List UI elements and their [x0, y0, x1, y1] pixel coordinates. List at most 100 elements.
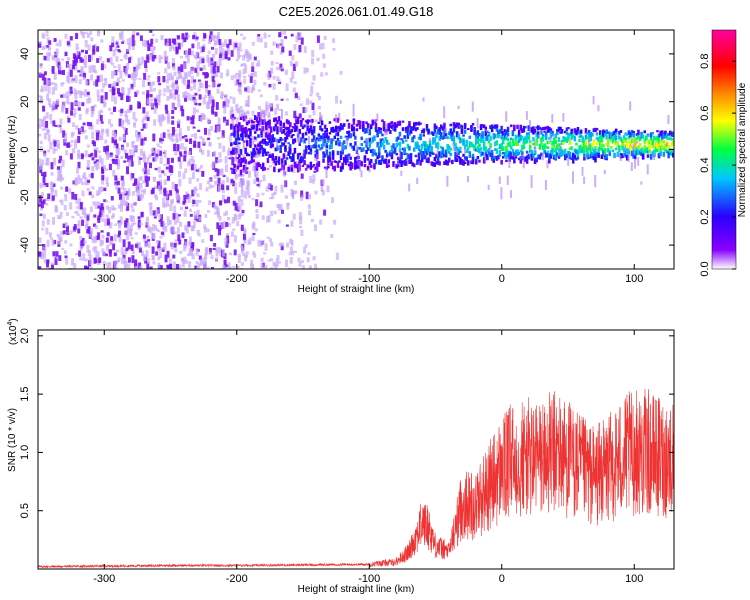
heatmap-cell — [522, 125, 526, 129]
heatmap-cell — [166, 256, 170, 259]
heatmap-cell — [113, 145, 117, 148]
heatmap-cell — [621, 142, 624, 146]
heatmap-cell — [208, 184, 212, 189]
heatmap-cell — [162, 93, 166, 96]
heatmap-cell — [320, 143, 324, 147]
heatmap-cell — [473, 130, 476, 136]
heatmap-cell — [500, 130, 503, 135]
heatmap-cell — [79, 235, 83, 240]
heatmap-cell — [180, 143, 184, 150]
heatmap-cell — [246, 192, 250, 196]
heatmap-cell — [629, 141, 632, 144]
heatmap-cell — [544, 135, 548, 140]
heatmap-cell — [71, 267, 75, 269]
heatmap-cell — [581, 142, 584, 145]
heatmap-cell — [552, 137, 556, 143]
heatmap-cell — [339, 123, 343, 129]
heatmap-cell — [151, 33, 155, 37]
heatmap-cell — [39, 213, 43, 217]
heatmap-cell — [212, 34, 216, 41]
heatmap-cell — [583, 176, 586, 184]
heatmap-cell — [584, 144, 588, 150]
heatmap-cell — [457, 133, 460, 140]
heatmap-cell — [508, 152, 511, 159]
heatmap-cell — [92, 81, 96, 86]
heatmap-cell — [286, 203, 290, 210]
heatmap-cell — [208, 142, 212, 146]
heatmap-cell — [73, 62, 77, 66]
heatmap-cell — [516, 140, 519, 147]
heatmap-cell — [273, 127, 276, 132]
heatmap-cell — [115, 183, 119, 190]
heatmap-cell — [284, 36, 288, 39]
heatmap-cell — [43, 246, 47, 252]
heatmap-cell — [139, 176, 143, 181]
heatmap-cell — [173, 71, 177, 76]
heatmap-cell — [670, 150, 674, 156]
heatmap-cell — [141, 119, 145, 123]
heatmap-cell — [608, 138, 611, 142]
heatmap-cell — [236, 140, 240, 148]
heatmap-cell — [91, 238, 95, 244]
heatmap-cell — [51, 66, 55, 74]
heatmap-cell — [99, 207, 103, 216]
heatmap-cell — [104, 139, 108, 144]
heatmap-cell — [284, 133, 287, 136]
heatmap-cell — [234, 43, 238, 48]
heatmap-cell — [239, 161, 243, 167]
heatmap-cell — [191, 118, 195, 125]
heatmap-cell — [670, 132, 674, 137]
heatmap-cell — [325, 128, 328, 133]
heatmap-cell — [183, 256, 187, 262]
heatmap-cell — [634, 142, 637, 148]
heatmap-cell — [344, 135, 348, 138]
heatmap-cell — [278, 81, 281, 84]
heatmap-cell — [656, 139, 659, 142]
heatmap-cell — [165, 43, 169, 47]
heatmap-cell — [123, 187, 127, 194]
heatmap-cell — [131, 215, 135, 222]
heatmap-cell — [238, 55, 242, 58]
heatmap-cell — [187, 70, 191, 77]
heatmap-cell — [183, 37, 187, 42]
heatmap-cell — [51, 239, 55, 246]
heatmap-cell — [194, 188, 198, 192]
heatmap-cell — [463, 129, 467, 134]
heatmap-cell — [220, 54, 224, 61]
heatmap-cell — [189, 119, 193, 123]
heatmap-cell — [562, 151, 565, 155]
heatmap-cell — [297, 162, 301, 169]
heatmap-cell — [309, 176, 313, 183]
heatmap-cell — [524, 157, 527, 162]
heatmap-cell — [630, 138, 634, 143]
heatmap-cell — [656, 146, 659, 153]
heatmap-cell — [208, 38, 211, 45]
heatmap-cell — [169, 190, 173, 196]
heatmap-cell — [84, 40, 88, 48]
heatmap-cell — [293, 147, 297, 154]
heatmap-cell — [246, 121, 249, 126]
heatmap-cell — [109, 45, 113, 52]
heatmap-cell — [88, 174, 92, 178]
heatmap-cell — [432, 161, 435, 167]
heatmap-cell — [66, 115, 70, 119]
heatmap-cell — [277, 139, 281, 144]
heatmap-cell — [452, 142, 455, 151]
heatmap-cell — [213, 61, 217, 68]
heatmap-cell — [226, 185, 230, 191]
heatmap-cell — [276, 130, 279, 135]
heatmap-cell — [45, 163, 49, 166]
heatmap-cell — [98, 257, 102, 264]
heatmap-cell — [243, 62, 247, 66]
heatmap-cell — [514, 156, 518, 159]
heatmap-cell — [581, 146, 584, 153]
heatmap-cell — [72, 148, 76, 154]
heatmap-cell — [169, 89, 173, 96]
heatmap-cell — [240, 224, 244, 231]
heatmap-cell — [95, 159, 99, 162]
heatmap-cell — [333, 165, 336, 172]
heatmap-cell — [537, 154, 540, 158]
heatmap-cell — [667, 149, 670, 153]
heatmap-cell — [132, 191, 135, 196]
heatmap-cell — [357, 163, 360, 169]
